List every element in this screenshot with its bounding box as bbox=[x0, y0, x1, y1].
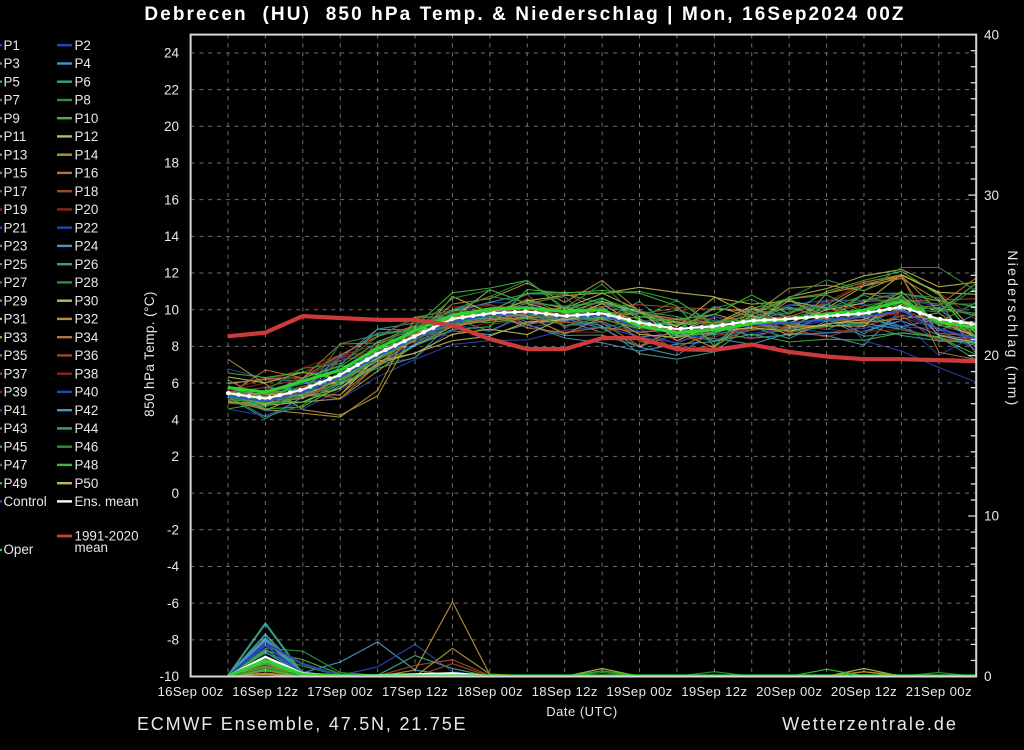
svg-text:P29: P29 bbox=[4, 293, 28, 308]
svg-text:P14: P14 bbox=[75, 147, 99, 162]
svg-text:P23: P23 bbox=[4, 239, 28, 254]
svg-text:P46: P46 bbox=[75, 439, 99, 454]
svg-text:20Sep 00z: 20Sep 00z bbox=[756, 684, 822, 699]
svg-text:0: 0 bbox=[984, 669, 992, 684]
svg-text:P10: P10 bbox=[75, 111, 99, 126]
svg-text:6: 6 bbox=[171, 376, 179, 391]
svg-text:P6: P6 bbox=[75, 74, 91, 89]
svg-text:Date (UTC): Date (UTC) bbox=[546, 704, 617, 719]
svg-text:P38: P38 bbox=[75, 366, 99, 381]
svg-text:Oper: Oper bbox=[4, 542, 34, 557]
svg-text:P15: P15 bbox=[4, 166, 28, 181]
svg-text:30: 30 bbox=[984, 188, 999, 203]
svg-text:P18: P18 bbox=[75, 184, 99, 199]
svg-text:19Sep 12z: 19Sep 12z bbox=[681, 684, 747, 699]
svg-text:20: 20 bbox=[984, 348, 999, 363]
svg-text:12: 12 bbox=[164, 266, 179, 281]
svg-text:P34: P34 bbox=[75, 330, 99, 345]
svg-text:1991-2020: 1991-2020 bbox=[75, 528, 139, 543]
svg-text:Debrecen (HU) 850 hPa Temp.: Debrecen (HU) 850 hPa Temp. & Niederschl… bbox=[144, 4, 905, 25]
svg-text:40: 40 bbox=[984, 27, 999, 42]
svg-text:P13: P13 bbox=[4, 147, 28, 162]
svg-text:mean: mean bbox=[75, 540, 109, 555]
svg-text:P19: P19 bbox=[4, 202, 28, 217]
svg-text:10: 10 bbox=[984, 509, 999, 524]
svg-text:P20: P20 bbox=[75, 202, 99, 217]
svg-text:0: 0 bbox=[171, 486, 179, 501]
svg-text:P40: P40 bbox=[75, 385, 99, 400]
svg-text:P35: P35 bbox=[4, 348, 28, 363]
svg-text:P43: P43 bbox=[4, 421, 28, 436]
svg-text:P21: P21 bbox=[4, 220, 28, 235]
svg-text:P2: P2 bbox=[75, 38, 91, 53]
svg-text:18Sep 00z: 18Sep 00z bbox=[457, 684, 523, 699]
svg-text:8: 8 bbox=[171, 339, 179, 354]
svg-text:850 hPa Temp. (°C): 850 hPa Temp. (°C) bbox=[142, 291, 157, 417]
svg-text:P9: P9 bbox=[4, 111, 20, 126]
svg-text:-8: -8 bbox=[167, 633, 179, 648]
svg-text:P8: P8 bbox=[75, 93, 91, 108]
svg-text:P31: P31 bbox=[4, 312, 28, 327]
svg-text:P5: P5 bbox=[4, 74, 20, 89]
svg-text:ECMWF Ensemble, 47.5N, 21.75E: ECMWF Ensemble, 47.5N, 21.75E bbox=[137, 714, 467, 734]
svg-text:P24: P24 bbox=[75, 239, 99, 254]
svg-text:19Sep 00z: 19Sep 00z bbox=[606, 684, 672, 699]
svg-text:Niederschlag (mm): Niederschlag (mm) bbox=[1005, 250, 1020, 407]
svg-text:P27: P27 bbox=[4, 275, 28, 290]
svg-text:P42: P42 bbox=[75, 403, 99, 418]
svg-text:P1: P1 bbox=[4, 38, 20, 53]
svg-text:-2: -2 bbox=[167, 523, 179, 538]
svg-text:P48: P48 bbox=[75, 458, 99, 473]
svg-text:18: 18 bbox=[164, 156, 179, 171]
svg-text:22: 22 bbox=[164, 82, 179, 97]
svg-text:24: 24 bbox=[164, 46, 180, 61]
svg-text:P4: P4 bbox=[75, 56, 92, 71]
svg-text:21Sep 00z: 21Sep 00z bbox=[906, 684, 972, 699]
svg-text:P33: P33 bbox=[4, 330, 28, 345]
svg-text:P11: P11 bbox=[4, 129, 27, 144]
svg-text:-4: -4 bbox=[167, 559, 179, 574]
svg-text:17Sep 12z: 17Sep 12z bbox=[382, 684, 448, 699]
svg-text:-10: -10 bbox=[159, 669, 179, 684]
svg-text:P50: P50 bbox=[75, 476, 99, 491]
svg-text:P28: P28 bbox=[75, 275, 99, 290]
svg-text:16Sep 00z: 16Sep 00z bbox=[157, 684, 223, 699]
svg-text:P49: P49 bbox=[4, 476, 28, 491]
svg-text:P39: P39 bbox=[4, 385, 28, 400]
svg-text:P3: P3 bbox=[4, 56, 20, 71]
svg-text:P25: P25 bbox=[4, 257, 28, 272]
svg-text:-6: -6 bbox=[167, 596, 179, 611]
svg-text:P26: P26 bbox=[75, 257, 99, 272]
svg-text:20Sep 12z: 20Sep 12z bbox=[831, 684, 897, 699]
svg-text:Ens. mean: Ens. mean bbox=[75, 494, 139, 509]
svg-text:17Sep 00z: 17Sep 00z bbox=[307, 684, 373, 699]
svg-text:18Sep 12z: 18Sep 12z bbox=[532, 684, 598, 699]
svg-text:P17: P17 bbox=[4, 184, 28, 199]
svg-text:16Sep 12z: 16Sep 12z bbox=[232, 684, 298, 699]
svg-text:P32: P32 bbox=[75, 312, 99, 327]
svg-text:P41: P41 bbox=[4, 403, 28, 418]
svg-text:P36: P36 bbox=[75, 348, 99, 363]
svg-text:Wetterzentrale.de: Wetterzentrale.de bbox=[782, 714, 958, 734]
svg-text:2: 2 bbox=[171, 449, 179, 464]
svg-text:P47: P47 bbox=[4, 458, 28, 473]
svg-text:P30: P30 bbox=[75, 293, 99, 308]
svg-text:P7: P7 bbox=[4, 93, 20, 108]
svg-text:10: 10 bbox=[164, 302, 179, 317]
svg-text:16: 16 bbox=[164, 192, 179, 207]
svg-text:14: 14 bbox=[164, 229, 180, 244]
svg-text:Control: Control bbox=[4, 494, 47, 509]
svg-text:P44: P44 bbox=[75, 421, 99, 436]
svg-text:P37: P37 bbox=[4, 366, 28, 381]
svg-text:P12: P12 bbox=[75, 129, 99, 144]
svg-text:20: 20 bbox=[164, 119, 179, 134]
svg-text:P45: P45 bbox=[4, 439, 28, 454]
svg-text:4: 4 bbox=[171, 412, 179, 427]
svg-text:P16: P16 bbox=[75, 166, 99, 181]
svg-text:P22: P22 bbox=[75, 220, 99, 235]
